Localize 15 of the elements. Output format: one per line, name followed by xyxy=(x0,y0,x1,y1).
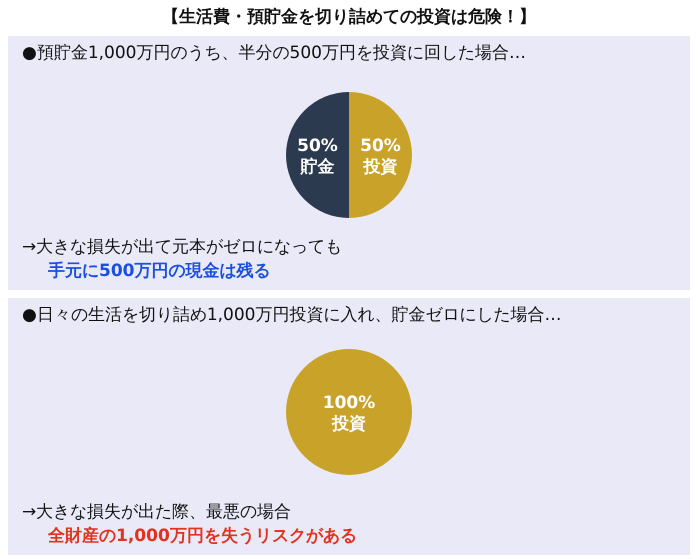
chart-subtitle: ●日々の生活を切り詰め1,000万円投資に入れ、貯金ゼロにした場合… xyxy=(22,305,562,325)
text: →大きな損失が出た際、最悪の場合 xyxy=(22,502,292,522)
pie-slice xyxy=(349,92,412,218)
text: 全財産の1,000万円を失うリスクがある xyxy=(47,526,357,546)
text: 手元に500万円の現金は残る xyxy=(47,261,270,281)
slice-label: 投資 xyxy=(362,157,398,177)
data-label: 100% xyxy=(322,393,376,413)
slice-label: 貯金 xyxy=(300,157,334,177)
slice-label: 投資 xyxy=(331,414,366,434)
text: →大きな損失が出て元本がゼロになっても xyxy=(22,237,342,257)
data-label: 50% xyxy=(297,136,338,156)
chart-title: 【生活費・預貯金を切り詰めての投資は危険！】 xyxy=(162,7,536,27)
chart-subtitle: ●預貯金1,000万円のうち、半分の500万円を投資に回した場合… xyxy=(22,43,526,63)
data-label: 50% xyxy=(360,136,401,156)
pie-slice xyxy=(286,92,349,218)
